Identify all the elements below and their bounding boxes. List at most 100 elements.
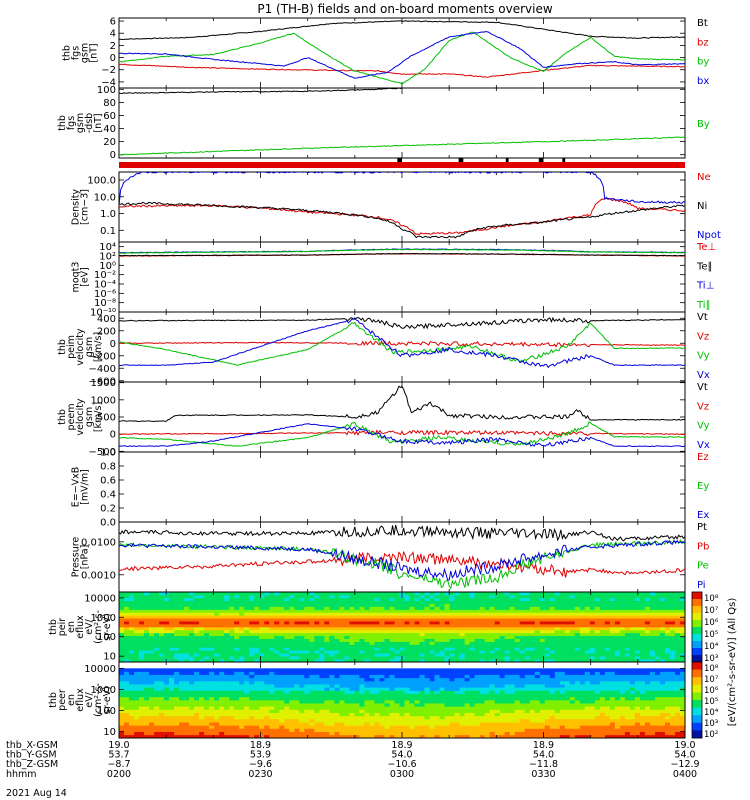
spectrogram-cell	[234, 719, 240, 723]
spectrogram-cell	[239, 592, 245, 596]
spectrogram-cell	[679, 594, 686, 599]
spectrogram-cell	[124, 612, 130, 616]
spectrogram-cell	[254, 592, 260, 596]
spectrogram-cell	[124, 703, 130, 707]
spectrogram-cell	[119, 722, 125, 726]
spectrogram-cell	[624, 621, 631, 625]
spectrogram-cell	[149, 656, 155, 660]
spectrogram-cell	[284, 600, 290, 604]
spectrogram-cell	[249, 722, 255, 726]
spectrogram-cell	[179, 696, 185, 701]
spectrogram-cell	[659, 600, 666, 604]
spectrogram-cell	[179, 650, 185, 654]
spectrogram-cell	[569, 624, 576, 628]
spectrogram-cell	[154, 641, 160, 645]
spectrogram-cell	[479, 668, 485, 672]
spectrogram-cell	[259, 719, 265, 723]
spectrogram-cell	[669, 600, 676, 604]
spectrogram-cell	[409, 618, 415, 622]
spectrogram-cell	[329, 624, 335, 628]
spectrogram-cell	[249, 731, 255, 736]
spectrogram-cell	[674, 603, 681, 607]
spectrogram-cell	[244, 641, 250, 645]
spectrogram-cell	[259, 644, 265, 648]
spectrogram-cell	[284, 594, 290, 599]
spectrogram-cell	[234, 647, 240, 651]
spectrogram-cell	[569, 606, 576, 610]
spectrogram-cell	[344, 627, 350, 631]
spectrogram-cell	[474, 603, 480, 607]
spectrogram-cell	[264, 681, 270, 685]
spectrogram-cell	[154, 621, 160, 625]
spectrogram-cell	[154, 674, 160, 679]
spectrogram-cell	[454, 621, 460, 625]
spectrogram-cell	[464, 687, 470, 691]
spectrogram-cell	[409, 644, 415, 648]
y-axis-title-line: en	[66, 621, 77, 633]
spectrogram-cell	[389, 597, 395, 602]
spectrogram-cell	[289, 638, 295, 642]
spectrogram-cell	[284, 703, 290, 707]
spectrogram-cell	[334, 612, 340, 616]
spectrogram-cell	[569, 592, 576, 596]
spectrogram-cell	[639, 635, 646, 639]
spectrogram-cell	[249, 659, 255, 663]
spectrogram-cell	[159, 728, 165, 732]
spectrogram-cell	[484, 700, 490, 704]
spectrogram-cell	[519, 722, 526, 726]
spectrogram-cell	[359, 706, 365, 710]
spectrogram-cell	[619, 606, 626, 610]
spectrogram-cell	[454, 612, 460, 616]
spectrogram-cell	[489, 641, 495, 645]
spectrogram-cell	[199, 668, 205, 672]
spectrogram-cell	[354, 606, 360, 610]
spectrogram-cell	[364, 641, 370, 645]
spectrogram-cell	[519, 731, 526, 736]
spectrogram-cell	[334, 629, 340, 634]
spectrogram-cell	[374, 618, 380, 622]
spectrogram-cell	[644, 597, 651, 602]
spectrogram-cell	[409, 627, 415, 631]
series-line-Pt	[119, 524, 685, 542]
spectrogram-cell	[234, 606, 240, 610]
spectrogram-cell	[299, 656, 305, 660]
spectrogram-cell	[309, 712, 315, 717]
spectrogram-cell	[299, 653, 305, 657]
spectrogram-cell	[604, 659, 611, 663]
spectrogram-cell	[254, 606, 260, 610]
spectrogram-cell	[604, 615, 611, 619]
spectrogram-cell	[249, 600, 255, 604]
spectrogram-cell	[469, 638, 475, 642]
spectrogram-cell	[349, 612, 355, 616]
spectrogram-cell	[194, 612, 200, 616]
spectrogram-cell	[444, 712, 450, 717]
spectrogram-cell	[409, 612, 415, 616]
spectrogram-cell	[439, 632, 445, 637]
spectrogram-cell	[594, 647, 601, 651]
spectrogram-cell	[174, 706, 180, 710]
spectrogram-cell	[449, 600, 455, 604]
spectrogram-cell	[484, 656, 490, 660]
spectrogram-cell	[594, 592, 601, 596]
spectrogram-cell	[179, 706, 185, 710]
spectrogram-cell	[499, 703, 505, 707]
spectrogram-cell	[534, 612, 541, 616]
spectrogram-cell	[169, 715, 175, 720]
spectrogram-cell	[284, 731, 290, 736]
spectrogram-cell	[629, 606, 636, 610]
spectrogram-cell	[139, 712, 145, 717]
spectrogram-cell	[304, 641, 310, 645]
spectrogram-cell	[354, 693, 360, 698]
spectrogram-cell	[194, 706, 200, 710]
spectrogram-cell	[359, 659, 365, 663]
spectrogram-cell	[664, 615, 671, 619]
spectrogram-cell	[184, 677, 190, 682]
spectrogram-cell	[679, 632, 686, 637]
spectrogram-cell	[314, 696, 320, 701]
spectrogram-cell	[194, 668, 200, 672]
spectrogram-cell	[344, 731, 350, 736]
spectrogram-cell	[209, 594, 215, 599]
spectrogram-cell	[644, 653, 651, 657]
spectrogram-cell	[184, 731, 190, 736]
spectrogram-cell	[264, 618, 270, 622]
